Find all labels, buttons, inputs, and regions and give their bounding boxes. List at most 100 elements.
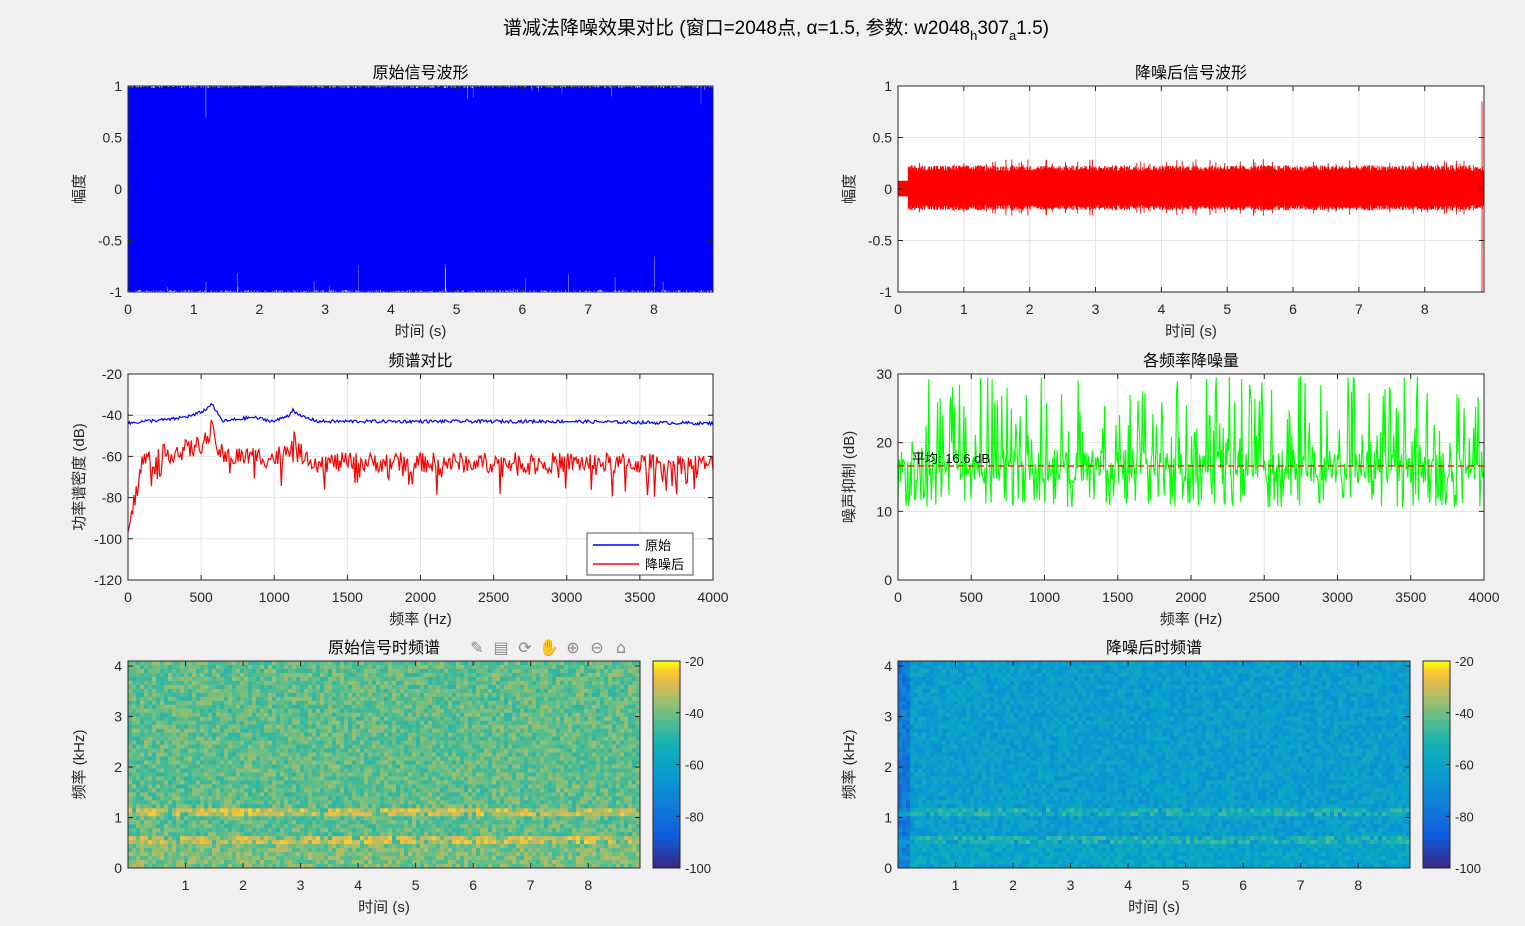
spectrogram-cell: [180, 760, 185, 765]
spectrogram-cell: [244, 684, 249, 690]
spectrogram-cell: [424, 736, 429, 742]
spectrogram-cell: [540, 668, 545, 674]
spectrogram-cell: [484, 708, 489, 714]
spectrogram-cell: [288, 676, 293, 682]
spectrogram-cell: [208, 788, 213, 793]
spectrogram-cell: [340, 708, 345, 714]
spectrogram-cell: [356, 672, 361, 678]
spectrogram-cell: [360, 740, 365, 745]
spectrogram-cell: [292, 804, 297, 809]
spectrogram-cell: [132, 780, 137, 785]
spectrogram-cell: [372, 752, 377, 757]
spectrogram-cell: [412, 756, 417, 761]
spectrogram-cell: [156, 808, 161, 813]
spectrogram-cell: [596, 760, 601, 765]
spectrogram-cell: [324, 756, 329, 761]
spectrogram-cell: [292, 708, 297, 714]
spectrogram-cell: [592, 736, 597, 742]
spectrogram-cell: [536, 764, 541, 769]
spectrogram-cell: [172, 736, 177, 742]
spectrogram-cell: [276, 732, 281, 738]
spectrogram-cell: [268, 800, 273, 805]
spectrogram-cell: [552, 772, 557, 777]
spectrogram-cell: [312, 780, 317, 785]
spectrogram-cell: [600, 740, 605, 745]
spectrogram-cell: [188, 676, 193, 682]
spectrogram-cell: [132, 748, 137, 753]
spectrogram-cell: [168, 728, 173, 734]
spectrogram-cell: [412, 692, 417, 698]
spectrogram-cell: [264, 780, 269, 785]
spectrogram-cell: [596, 780, 601, 785]
spectrogram-cell: [308, 680, 313, 686]
spectrogram-cell: [484, 680, 489, 686]
spectrogram-cell: [444, 716, 449, 722]
spectrogram-cell: [192, 661, 197, 666]
spectrogram-cell: [376, 740, 381, 745]
spectrogram-cell: [204, 704, 209, 710]
spectrogram-cell: [416, 732, 421, 738]
spectrogram-cell: [292, 700, 297, 706]
spectrogram-cell: [548, 800, 553, 805]
spectrogram-cell: [196, 760, 201, 765]
spectrogram-cell: [416, 720, 421, 726]
spectrogram-cell: [504, 676, 509, 682]
spectrogram-cell: [228, 760, 233, 765]
spectrogram-cell: [300, 668, 305, 674]
spectrogram-cell: [440, 792, 445, 797]
spectrogram-cell: [600, 668, 605, 674]
spectrogram-cell: [196, 764, 201, 769]
spectrogram-cell: [248, 732, 253, 738]
spectrogram-cell: [200, 804, 205, 809]
spectrogram-cell: [580, 684, 585, 690]
spectrogram-cell: [616, 712, 621, 718]
spectrogram-cell: [232, 796, 237, 801]
spectrogram-cell: [532, 804, 537, 809]
spectrogram-cell: [332, 744, 337, 749]
spectrogram-cell: [304, 712, 309, 718]
spectrogram-cell: [636, 708, 641, 714]
spectrogram-cell: [136, 752, 141, 757]
spectrogram-cell: [544, 732, 549, 738]
spectrogram-cell: [188, 661, 193, 666]
spectrogram-cell: [276, 676, 281, 682]
spectrogram-cell: [460, 688, 465, 694]
spectrogram-cell: [560, 728, 565, 734]
spectrogram-cell: [492, 768, 497, 773]
spectrogram-cell: [568, 661, 573, 666]
spectrogram-cell: [256, 692, 261, 698]
spectrogram-cell: [268, 764, 273, 769]
spectrogram-cell: [436, 780, 441, 785]
spectrogram-cell: [512, 772, 517, 777]
spectrogram-cell: [248, 716, 253, 722]
spectrogram-cell: [228, 796, 233, 801]
spectrogram-cell: [160, 744, 165, 749]
spectrogram-cell: [148, 780, 153, 785]
spectrogram-cell: [436, 696, 441, 702]
spectrogram-cell: [580, 760, 585, 765]
spectrogram-cell: [624, 756, 629, 761]
spectrogram-cell: [308, 760, 313, 765]
spectrogram-cell: [592, 744, 597, 749]
spectrogram-cell: [156, 736, 161, 742]
spectrogram-cell: [408, 732, 413, 738]
spectrogram-cell: [288, 692, 293, 698]
spectrogram-cell: [444, 704, 449, 710]
spectrogram-cell: [584, 724, 589, 730]
spectrogram-cell: [256, 696, 261, 702]
spectrogram-cell: [400, 668, 405, 674]
spectrogram-cell: [424, 796, 429, 801]
spectrogram-cell: [568, 740, 573, 745]
spectrogram-cell: [532, 728, 537, 734]
spectrogram-cell: [540, 700, 545, 706]
spectrogram-cell: [356, 744, 361, 749]
spectrogram-cell: [284, 708, 289, 714]
spectrogram-cell: [404, 788, 409, 793]
spectrogram-cell: [180, 704, 185, 710]
spectrogram-cell: [448, 724, 453, 730]
spectrogram-cell: [192, 756, 197, 761]
spectrogram-cell: [556, 776, 561, 781]
spectrogram-cell: [444, 788, 449, 793]
spectrogram-cell: [132, 740, 137, 745]
spectrogram-cell: [196, 712, 201, 718]
